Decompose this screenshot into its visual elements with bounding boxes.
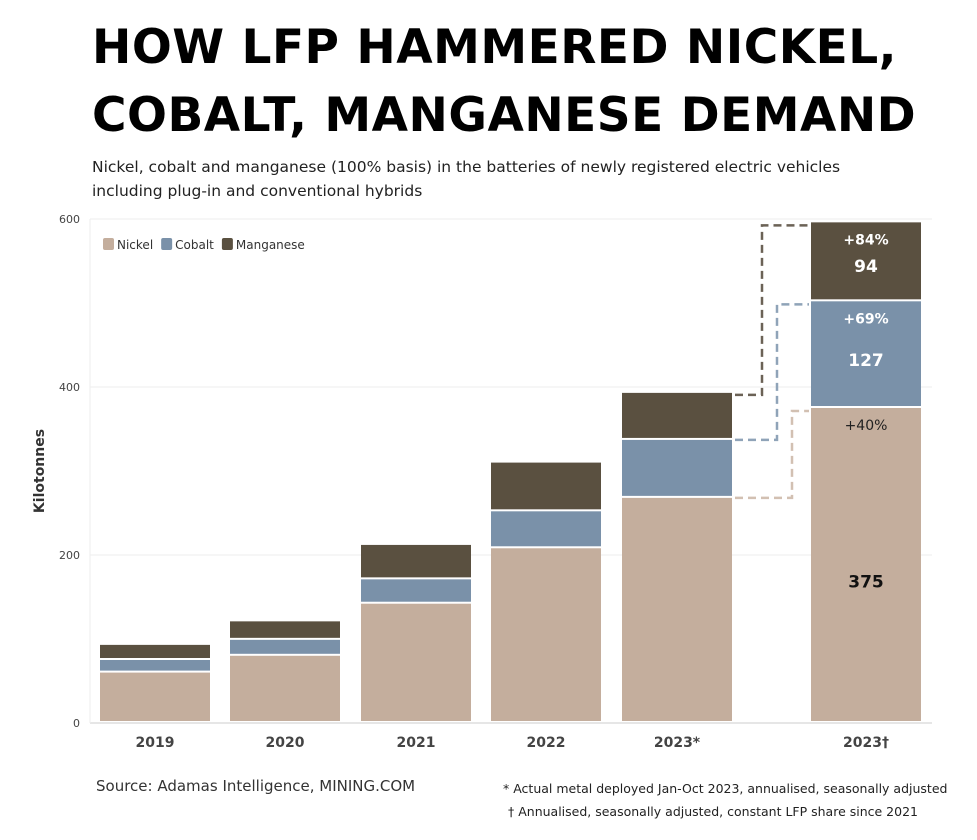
bar-manganese [230, 621, 340, 638]
title-line-1: HOW LFP HAMMERED NICKEL, [92, 20, 898, 75]
connector-nickel [735, 409, 809, 500]
bar-manganese [491, 462, 601, 510]
y-tick-label: 0 [73, 717, 80, 730]
legend-swatch-nickel [103, 238, 114, 250]
legend-label-nickel: Nickel [117, 238, 153, 252]
legend-label-manganese: Manganese [236, 238, 305, 252]
x-tick-label: 2019 [136, 735, 175, 751]
connector-cobalt [735, 303, 809, 442]
x-tick-label: 2023† [843, 735, 889, 751]
chart-subtitle: Nickel, cobalt and manganese (100% basis… [92, 158, 841, 200]
legend-swatch-manganese [221, 238, 233, 250]
title-line-2: COBALT, MANGANESE DEMAND [92, 88, 917, 143]
legend-swatch-cobalt [161, 238, 173, 250]
data-label-value: 94 [854, 257, 878, 277]
bar-manganese [811, 222, 921, 300]
data-label-value: 127 [848, 351, 884, 371]
bar-nickel [491, 548, 601, 721]
x-tick-label: 2020 [266, 735, 305, 751]
legend-label-cobalt: Cobalt [175, 238, 214, 252]
bar-cobalt [811, 301, 921, 406]
y-tick-label: 200 [59, 549, 80, 562]
x-tick-label: 2021 [397, 735, 436, 751]
bar-manganese [361, 544, 471, 578]
chart-title: HOW LFP HAMMERED NICKEL, COBALT, MANGANES… [92, 14, 916, 150]
bar-manganese [622, 392, 732, 438]
bar-nickel [811, 408, 921, 721]
footnote-asterisk: * Actual metal deployed Jan-Oct 2023, an… [503, 781, 948, 796]
bar-nickel [230, 655, 340, 721]
bar-cobalt [491, 511, 601, 547]
bar-nickel [622, 497, 732, 721]
y-tick-label: 600 [59, 213, 80, 226]
bar-cobalt [230, 639, 340, 654]
bar-nickel [100, 672, 210, 721]
data-label-change: +69% [843, 311, 888, 327]
y-tick-label: 400 [59, 381, 80, 394]
data-label-change: +40% [845, 418, 888, 434]
bar-nickel [361, 603, 471, 721]
y-axis-label: Kilotonnes [32, 429, 48, 513]
bar-cobalt [622, 439, 732, 496]
x-tick-label: 2023* [654, 735, 701, 751]
x-tick-label: 2022 [527, 735, 566, 751]
source-note: Source: Adamas Intelligence, MINING.COM [96, 777, 416, 795]
bar-cobalt [361, 579, 471, 602]
data-label-change: +84% [843, 232, 888, 248]
bar-cobalt [100, 660, 210, 671]
connector-manganese [735, 224, 809, 397]
data-label-value: 375 [848, 572, 884, 592]
footnote-dagger: † Annualised, seasonally adjusted, const… [508, 804, 918, 819]
bar-manganese [100, 644, 210, 658]
